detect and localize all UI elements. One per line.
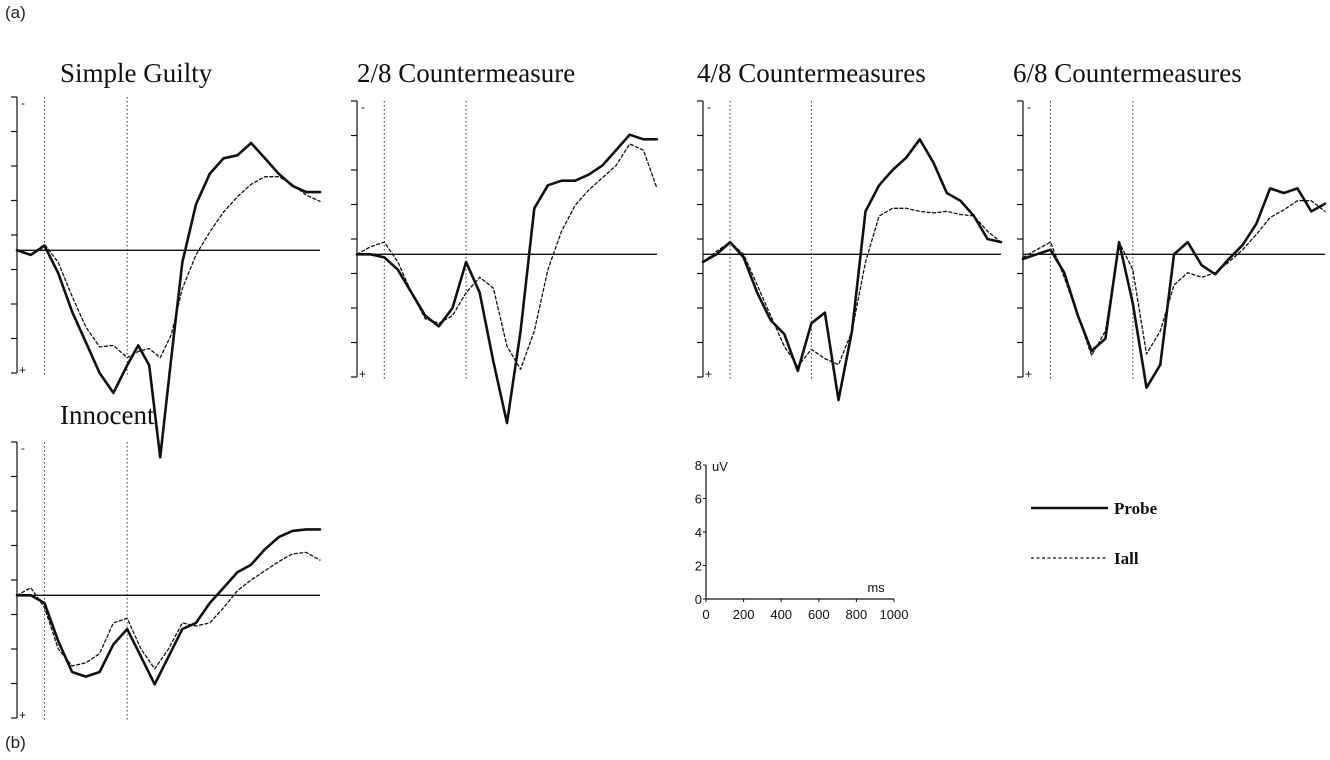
legend: Probe Iall — [1031, 499, 1158, 568]
probe-line — [15, 528, 322, 686]
scale-key: 0 2 4 6 8 0 200 400 600 800 1000 uV ms — [695, 458, 909, 622]
scale-x-tick-label: 400 — [770, 607, 792, 622]
panel-title: 6/8 Countermeasures — [1013, 58, 1242, 88]
panel-label-b: (b) — [5, 733, 26, 752]
scale-x-tick-label: 200 — [733, 607, 755, 622]
probe-line — [701, 138, 1003, 402]
erp-panel-2: 2/8 Countermeasure - + — [351, 58, 659, 425]
scale-y-tick-label: 0 — [695, 592, 702, 607]
panel-title: 4/8 Countermeasures — [697, 58, 926, 88]
scale-x-tick-label: 600 — [808, 607, 830, 622]
legend-iall-label: Iall — [1114, 549, 1139, 568]
polarity-plus-label: + — [705, 367, 712, 381]
scale-y-unit: uV — [712, 459, 728, 474]
polarity-minus-label: - — [1027, 100, 1031, 114]
polarity-minus-label: - — [707, 100, 711, 114]
erp-panel-5: Innocent - + — [11, 400, 322, 722]
probe-line — [15, 141, 322, 459]
iall-line — [1022, 200, 1326, 357]
polarity-minus-label: - — [21, 441, 25, 455]
scale-x-tick-label: 800 — [846, 607, 868, 622]
panel-title: Simple Guilty — [60, 58, 213, 88]
iall-line — [16, 176, 321, 359]
scale-x-unit: ms — [867, 580, 885, 595]
probe-line — [355, 133, 659, 425]
probe-line — [1021, 187, 1327, 389]
iall-line — [702, 207, 1002, 367]
iall-line — [16, 551, 321, 670]
polarity-plus-label: + — [359, 367, 366, 381]
polarity-plus-label: + — [19, 708, 26, 722]
polarity-minus-label: - — [361, 100, 365, 114]
erp-panel-1: Simple Guilty - + — [11, 58, 322, 459]
panel-title: 2/8 Countermeasure — [357, 58, 575, 88]
polarity-plus-label: + — [19, 363, 26, 377]
scale-y-tick-label: 6 — [695, 492, 702, 507]
panel-label-a: (a) — [5, 3, 26, 22]
iall-line — [356, 143, 658, 370]
scale-x-tick-label: 0 — [702, 607, 709, 622]
scale-y-tick-label: 2 — [695, 559, 702, 574]
scale-y-tick-label: 8 — [695, 458, 702, 473]
erp-panel-3: 4/8 Countermeasures - + — [697, 58, 1003, 402]
polarity-plus-label: + — [1025, 367, 1032, 381]
scale-x-tick-label: 1000 — [880, 607, 909, 622]
panel-title: Innocent — [60, 400, 155, 430]
scale-y-tick-label: 4 — [695, 525, 702, 540]
legend-probe-label: Probe — [1114, 499, 1158, 518]
polarity-minus-label: - — [21, 96, 25, 110]
erp-panel-4: 6/8 Countermeasures - + — [1013, 58, 1327, 389]
